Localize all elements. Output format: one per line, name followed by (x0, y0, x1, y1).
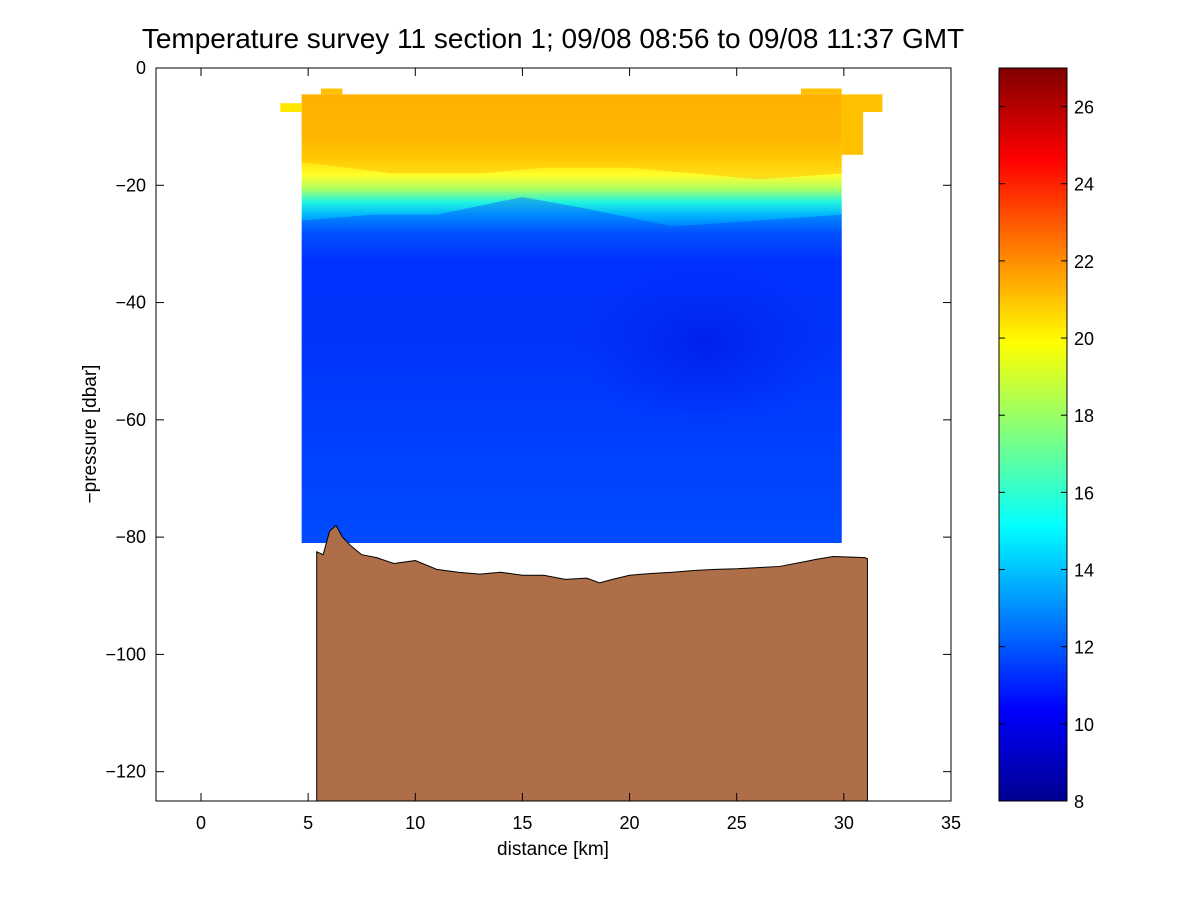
colorbar-tick-label: 22 (1074, 252, 1094, 272)
surface-cell (280, 103, 302, 112)
x-axis-label: distance [km] (497, 839, 609, 860)
y-tick-label: 0 (136, 58, 146, 78)
axes-frame (155, 67, 952, 802)
colorbar-tick-label: 10 (1074, 715, 1094, 735)
x-tick-label: 25 (727, 813, 747, 833)
x-tick-label: 20 (620, 813, 640, 833)
y-tick-label: −60 (115, 410, 146, 430)
colorbar-tick-label: 18 (1074, 406, 1094, 426)
warm-surface-layer (301, 94, 842, 180)
cold-core (576, 255, 834, 432)
colorbar-tick-label: 14 (1074, 561, 1094, 581)
colorbar-tick-label: 12 (1074, 638, 1094, 658)
surface-cell (841, 94, 883, 112)
plot-area (280, 88, 883, 801)
x-tick-label: 15 (512, 813, 532, 833)
surface-cell (321, 88, 343, 95)
seafloor-bathymetry (316, 524, 868, 801)
surface-cells (280, 88, 883, 155)
colorbar-ticks: 8 10 12 14 16 18 20 22 24 26 (999, 98, 1094, 812)
y-tick-label: −80 (115, 527, 146, 547)
temperature-field (301, 94, 842, 543)
x-tick-label: 30 (834, 813, 854, 833)
x-tick-label: 0 (196, 813, 206, 833)
x-tick-label: 5 (303, 813, 313, 833)
colorbar-tick-label: 16 (1074, 483, 1094, 503)
y-tick-label: −100 (105, 644, 146, 664)
colorbar: 8 10 12 14 16 18 20 22 24 26 (998, 67, 1094, 812)
colorbar-tick-label: 8 (1074, 792, 1084, 812)
surface-cell (801, 88, 842, 95)
x-tick-label: 35 (941, 813, 961, 833)
y-axis-label: −pressure [dbar] (80, 365, 101, 504)
y-tick-label: −20 (115, 175, 146, 195)
colorbar-tick-label: 24 (1074, 175, 1094, 195)
colorbar-tick-label: 20 (1074, 329, 1094, 349)
y-tick-label: −40 (115, 293, 146, 313)
y-tick-label: −120 (105, 762, 146, 782)
y-axis-ticks: 0 −20 −40 −60 −80 −100 −120 (105, 58, 951, 782)
colorbar-scale (998, 67, 1068, 802)
chart-title: Temperature survey 11 section 1; 09/08 0… (142, 23, 964, 54)
surface-cell (841, 111, 864, 155)
colorbar-tick-label: 26 (1074, 98, 1094, 118)
x-tick-label: 10 (405, 813, 425, 833)
x-axis-ticks: 0 5 10 15 20 25 30 35 (196, 68, 961, 833)
